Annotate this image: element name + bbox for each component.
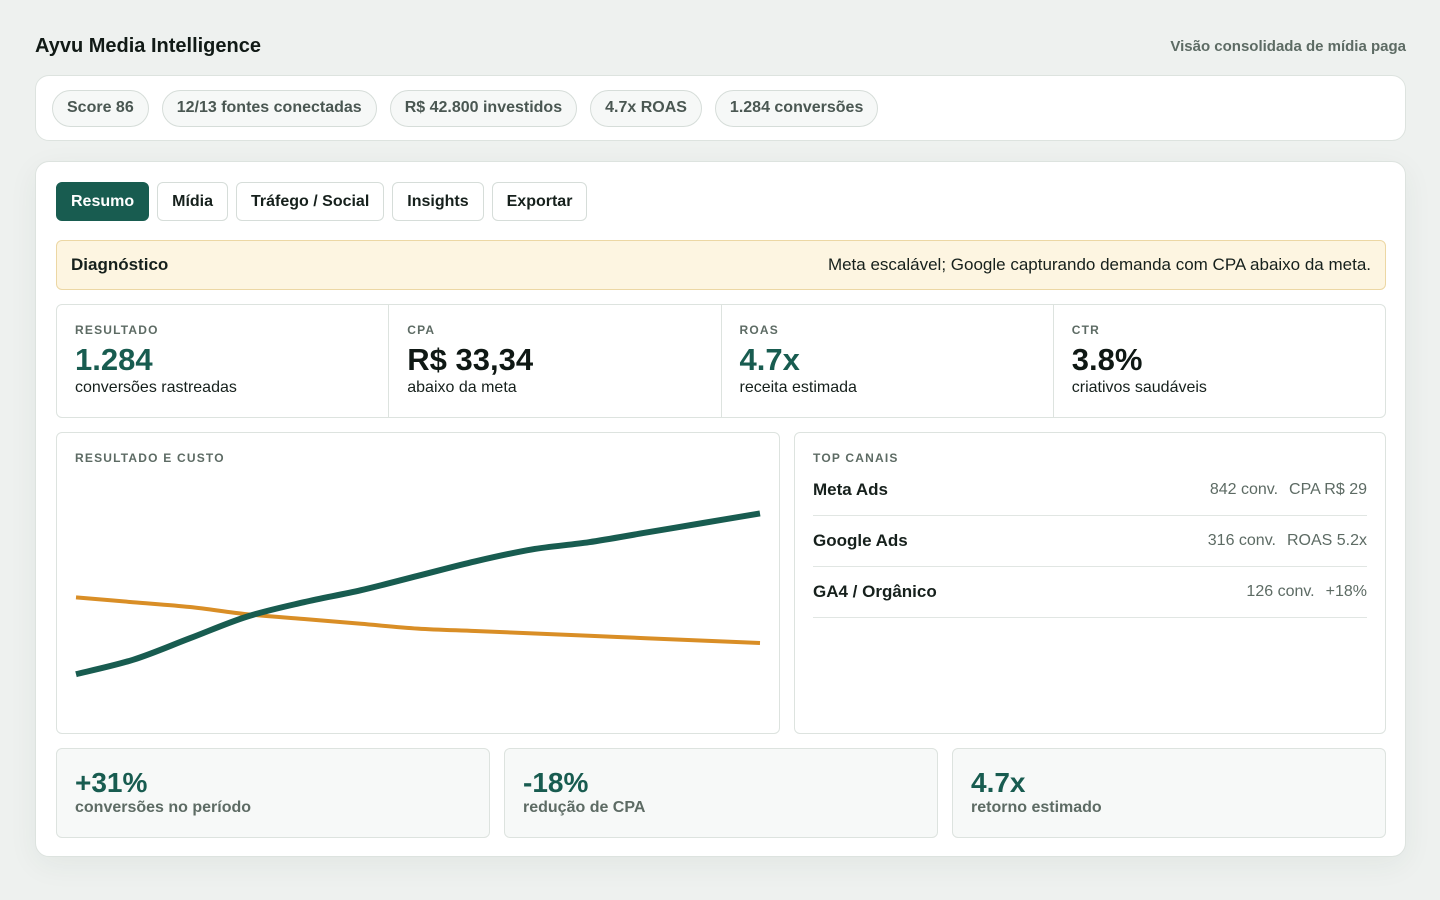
channel-conversions: 126 conv.	[1246, 583, 1315, 600]
diagnostic-text: Meta escalável; Google capturando demand…	[827, 255, 1371, 274]
summary-sub: redução de CPA	[523, 799, 646, 816]
channel-stats: 316 conv. ROAS 5.2x	[1208, 532, 1367, 550]
channel-stats: 126 conv. +18%	[1246, 583, 1367, 601]
summary-row: +31% conversões no período -18% redução …	[56, 748, 1386, 838]
chart-title: RESULTADO E CUSTO	[75, 451, 225, 465]
kpi-resultado: RESULTADO 1.284 conversões rastreadas	[57, 305, 390, 417]
kpi-cpa: CPA R$ 33,34 abaixo da meta	[389, 305, 722, 417]
summary-return: 4.7x retorno estimado	[952, 748, 1386, 838]
channel-metric: CPA R$ 29	[1289, 481, 1367, 498]
kpi-value: 3.8%	[1071, 342, 1143, 377]
app-header: Ayvu Media Intelligence Visão consolidad…	[35, 33, 1406, 59]
channel-metric: +18%	[1325, 583, 1367, 600]
tab-exportar[interactable]: Exportar	[491, 182, 588, 221]
channel-name: GA4 / Orgânico	[813, 582, 937, 601]
summary-cpa: -18% redução de CPA	[504, 748, 938, 838]
summary-value: -18%	[523, 767, 589, 798]
kpi-ctr: CTR 3.8% criativos saudáveis	[1054, 305, 1385, 417]
kpi-value: 4.7x	[739, 342, 800, 377]
result-cost-chart-card: RESULTADO E CUSTO	[56, 432, 780, 734]
series-line-resultado	[75, 510, 761, 678]
tab-trafego-social[interactable]: Tráfego / Social	[236, 182, 385, 221]
channel-stats: 842 conv. CPA R$ 29	[1210, 481, 1367, 499]
summary-sub: conversões no período	[75, 799, 252, 816]
kpi-sub: criativos saudáveis	[1071, 379, 1207, 396]
kpi-label: ROAS	[739, 323, 779, 337]
kpi-value: 1.284	[75, 342, 153, 377]
status-pill-bar: Score 86 12/13 fontes conectadas R$ 42.8…	[35, 75, 1406, 141]
summary-value: +31%	[75, 767, 148, 798]
kpi-row: RESULTADO 1.284 conversões rastreadas CP…	[56, 304, 1386, 418]
channel-row-ga4: GA4 / Orgânico 126 conv. +18%	[813, 567, 1367, 618]
summary-conversions: +31% conversões no período	[56, 748, 490, 838]
channel-row-meta: Meta Ads 842 conv. CPA R$ 29	[813, 465, 1367, 516]
main-panel: Resumo Mídia Tráfego / Social Insights E…	[35, 161, 1406, 857]
top-channels-card: TOP CANAIS Meta Ads 842 conv. CPA R$ 29 …	[794, 432, 1386, 734]
result-cost-chart	[75, 510, 761, 678]
kpi-roas: ROAS 4.7x receita estimada	[722, 305, 1054, 417]
kpi-label: RESULTADO	[75, 323, 159, 337]
channel-conversions: 842 conv.	[1209, 481, 1279, 498]
summary-sub: retorno estimado	[971, 799, 1102, 816]
roas-pill: 4.7x ROAS	[590, 89, 702, 127]
conversions-pill: 1.284 conversões	[714, 89, 879, 127]
app-title: Ayvu Media Intelligence	[35, 34, 261, 57]
app-subtitle: Visão consolidada de mídia paga	[1170, 37, 1406, 55]
channel-row-google: Google Ads 316 conv. ROAS 5.2x	[813, 516, 1367, 567]
summary-value: 4.7x	[971, 767, 1026, 798]
tab-insights[interactable]: Insights	[392, 182, 484, 221]
diagnostic-title: Diagnóstico	[71, 255, 169, 274]
kpi-value: R$ 33,34	[407, 342, 534, 377]
tab-midia[interactable]: Mídia	[157, 182, 229, 221]
tab-bar: Resumo Mídia Tráfego / Social Insights E…	[56, 182, 588, 221]
kpi-sub: receita estimada	[739, 379, 857, 396]
series-line-custo	[75, 595, 761, 645]
kpi-sub: abaixo da meta	[407, 379, 517, 396]
investment-pill: R$ 42.800 investidos	[389, 89, 578, 127]
channel-conversions: 316 conv.	[1207, 532, 1276, 549]
channel-metric: ROAS 5.2x	[1286, 532, 1367, 549]
channel-name: Google Ads	[813, 531, 908, 550]
channel-name: Meta Ads	[813, 480, 888, 499]
channels-title: TOP CANAIS	[813, 451, 899, 465]
tab-resumo[interactable]: Resumo	[56, 182, 150, 221]
score-pill: Score 86	[52, 89, 149, 127]
diagnostic-banner: Diagnóstico Meta escalável; Google captu…	[56, 240, 1386, 290]
kpi-label: CTR	[1071, 323, 1101, 337]
sources-pill: 12/13 fontes conectadas	[161, 89, 377, 127]
kpi-sub: conversões rastreadas	[75, 379, 237, 396]
kpi-label: CPA	[407, 323, 436, 337]
